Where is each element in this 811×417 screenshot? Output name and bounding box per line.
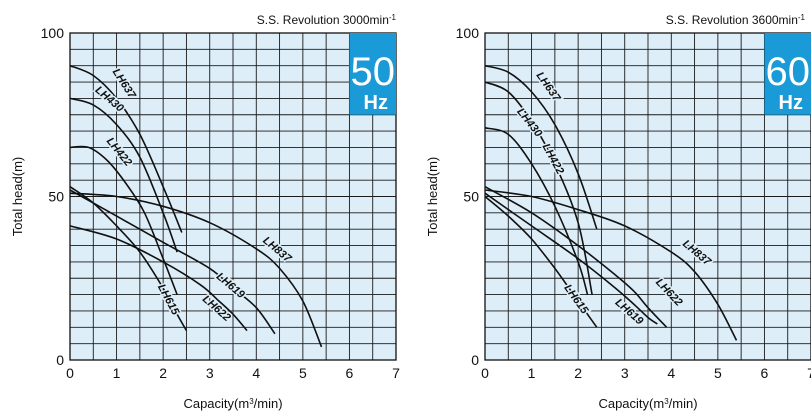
- curve-lh619: [69, 189, 276, 335]
- x-tick-label: 2: [159, 365, 167, 381]
- x-tick-label: 1: [528, 365, 536, 381]
- grid-lines: [70, 33, 396, 360]
- x-axis-label-text: Capacity(m: [598, 396, 664, 411]
- x-tick-label: 4: [252, 365, 260, 381]
- frequency-unit: Hz: [779, 92, 803, 114]
- x-tick-label: 7: [807, 365, 811, 381]
- curve-lh422: [484, 127, 589, 295]
- y-tick-label: 50: [48, 189, 64, 205]
- curve-lh615: [69, 186, 188, 331]
- x-tick-label: 0: [481, 365, 489, 381]
- header-superscript: -1: [389, 13, 397, 22]
- y-tick-label: 0: [56, 352, 64, 368]
- y-tick-label: 50: [463, 189, 479, 205]
- curve-lh837: [484, 189, 738, 341]
- chart-header: S.S. Revolution 3600min-1: [666, 13, 806, 27]
- curve-lh619: [484, 192, 658, 325]
- x-tick-label: 6: [761, 365, 769, 381]
- x-axis-label-superscript: 3: [249, 397, 254, 406]
- curve-lh615: [484, 195, 598, 328]
- y-tick-label: 100: [41, 25, 65, 41]
- x-axis-label: Capacity(m3/min): [183, 396, 282, 411]
- frequency-badge: [764, 33, 811, 115]
- x-tick-label: 3: [206, 365, 214, 381]
- curve-lh422: [69, 145, 178, 295]
- x-tick-label: 0: [66, 365, 74, 381]
- x-axis-label: Capacity(m3/min): [598, 396, 697, 411]
- header-text: S.S. Revolution 3000min: [257, 13, 389, 27]
- x-tick-label: 5: [299, 365, 307, 381]
- curve-lh637: [69, 64, 183, 233]
- y-axis-label: Total head(m): [425, 157, 440, 236]
- curve-lh430: [69, 97, 178, 253]
- plot-frame: [69, 32, 397, 361]
- x-axis-label-text: Capacity(m: [183, 396, 249, 411]
- y-tick-label: 100: [456, 25, 480, 41]
- y-tick-label: 0: [471, 352, 479, 368]
- frequency-unit: Hz: [364, 92, 388, 114]
- grid-lines: [485, 33, 811, 360]
- curve-lh637: [484, 64, 598, 230]
- curve-lh622: [484, 186, 668, 328]
- x-tick-label: 1: [113, 365, 121, 381]
- y-axis-label: Total head(m): [10, 157, 25, 236]
- curve-lh622: [69, 225, 248, 332]
- header-text: S.S. Revolution 3600min: [666, 13, 798, 27]
- header-superscript: -1: [798, 13, 806, 22]
- x-tick-label: 5: [714, 365, 722, 381]
- frequency-badge: [349, 33, 396, 115]
- x-axis-label-unit: /min): [254, 396, 283, 411]
- x-tick-label: 7: [392, 365, 400, 381]
- x-tick-label: 2: [574, 365, 582, 381]
- chart-header: S.S. Revolution 3000min-1: [257, 13, 397, 27]
- x-axis-label-superscript: 3: [664, 397, 669, 406]
- x-tick-label: 6: [346, 365, 354, 381]
- frequency-number: 50: [350, 50, 395, 94]
- frequency-number: 60: [765, 50, 810, 94]
- x-tick-label: 4: [667, 365, 675, 381]
- curve-lh837: [69, 192, 323, 348]
- curve-lh430: [484, 81, 593, 295]
- x-axis-label-unit: /min): [669, 396, 698, 411]
- x-tick-label: 3: [621, 365, 629, 381]
